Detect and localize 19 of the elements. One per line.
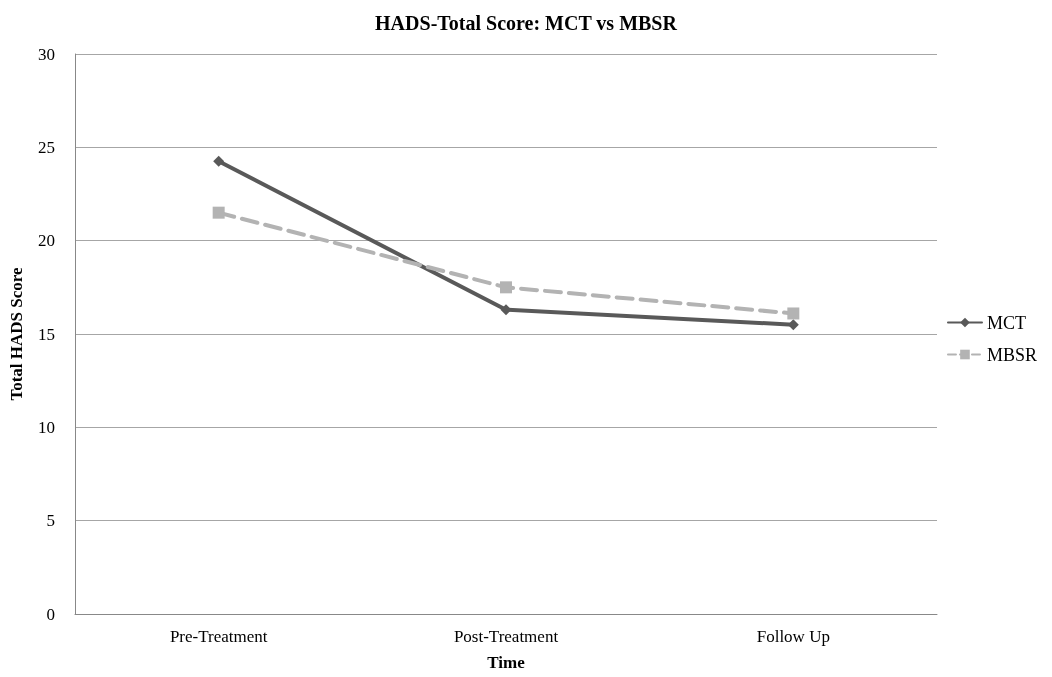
y-tick-label: 30 bbox=[38, 44, 55, 64]
x-tick-label: Post-Treatment bbox=[453, 627, 559, 646]
y-tick-label: 15 bbox=[38, 324, 55, 344]
point bbox=[787, 307, 800, 320]
y-tick-label: 20 bbox=[38, 231, 55, 251]
y-axis-title: Total HADS Score bbox=[7, 266, 26, 401]
x-tick-label: Follow Up bbox=[756, 627, 830, 646]
point bbox=[500, 281, 512, 294]
y-tick-label: 0 bbox=[46, 604, 55, 624]
y-tick-label: 10 bbox=[38, 417, 55, 437]
x-axis-title: Time bbox=[487, 653, 526, 672]
y-tick-label: 25 bbox=[38, 137, 55, 157]
point bbox=[212, 206, 225, 219]
legend-label: MBSR bbox=[986, 344, 1037, 365]
legend-label: MCT bbox=[986, 312, 1026, 333]
chart-title: HADS-Total Score: MCT vs MBSR bbox=[375, 12, 678, 34]
x-tick-label: Pre-Treatment bbox=[169, 627, 268, 646]
y-tick-label: 5 bbox=[46, 511, 55, 531]
point bbox=[213, 155, 225, 167]
